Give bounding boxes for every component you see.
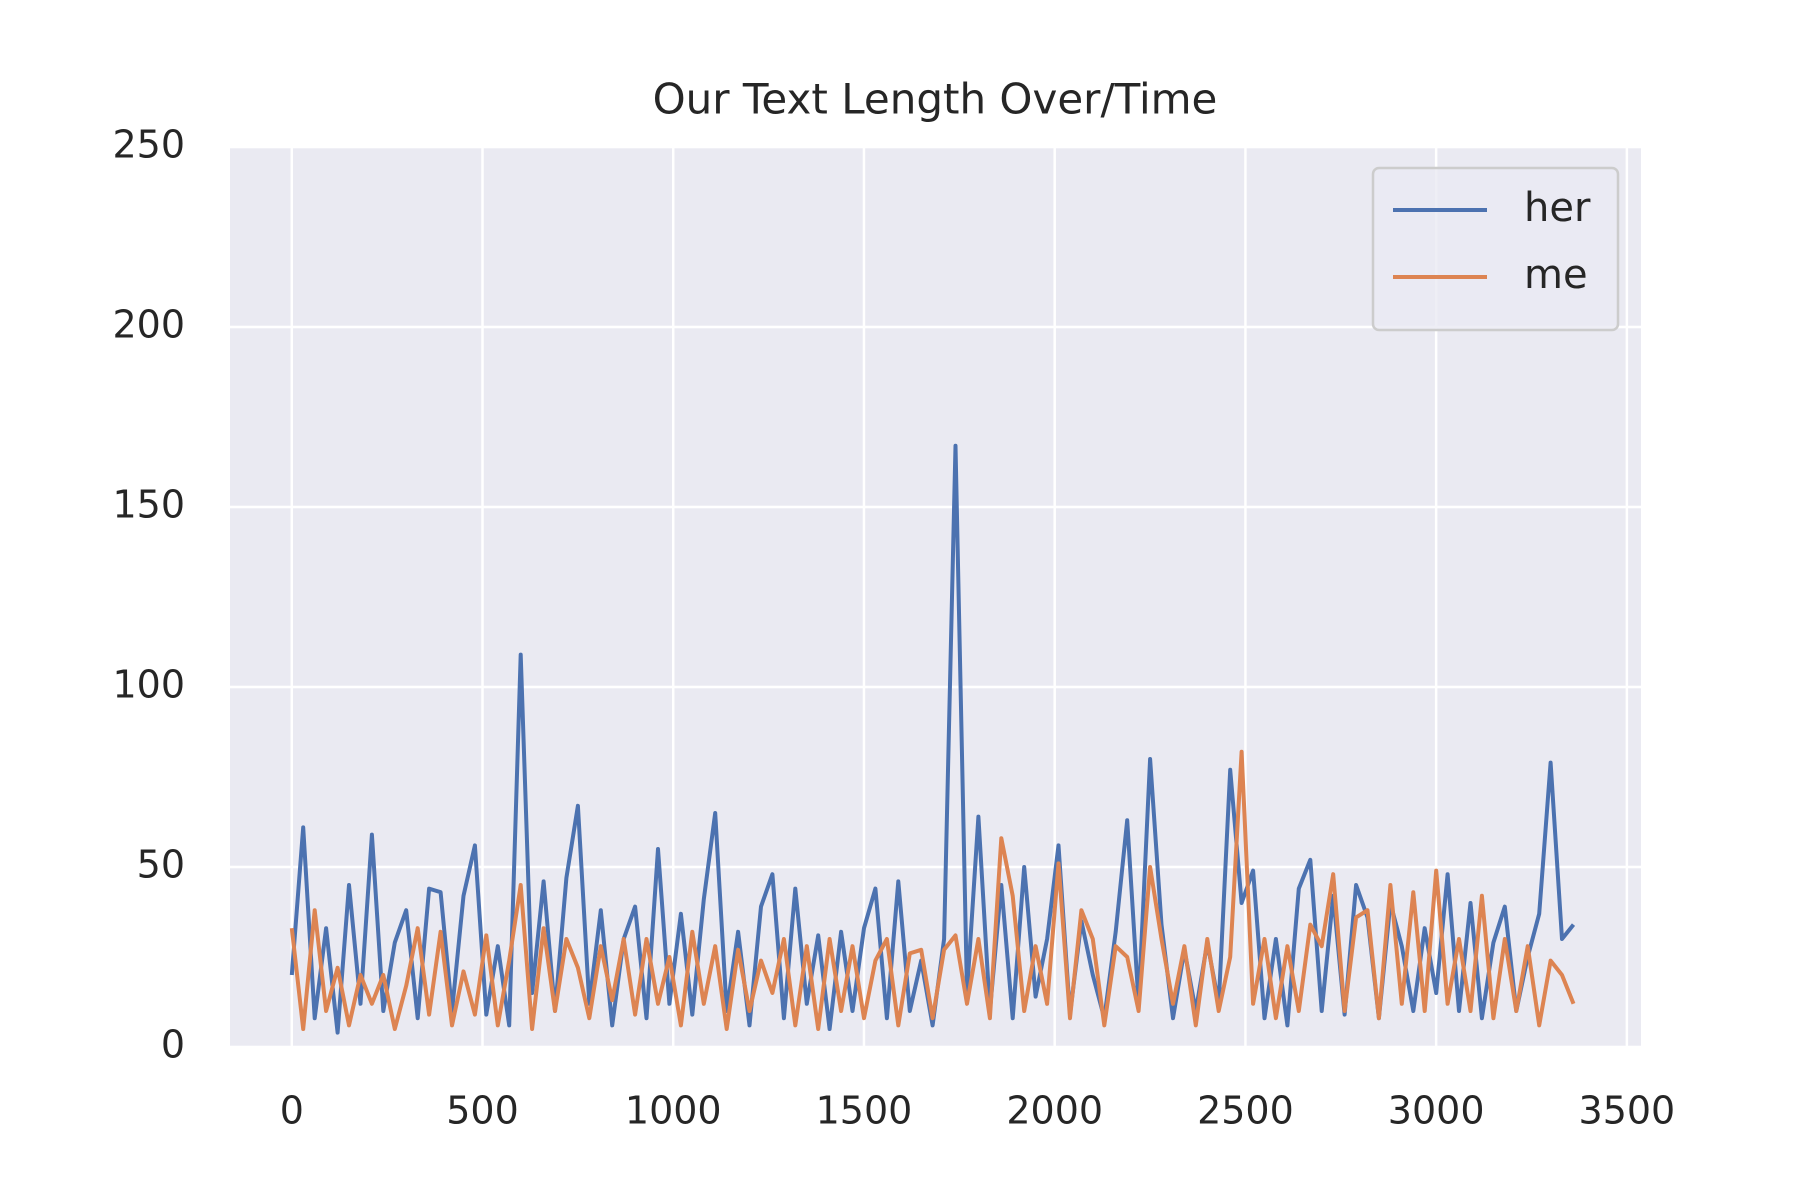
x-tick-label: 3500 [1579,1089,1676,1133]
y-tick-label: 0 [161,1023,185,1067]
y-tick-label: 200 [112,303,185,347]
y-tick-label: 250 [112,123,185,167]
chart-title: Our Text Length Over/Time [653,75,1218,124]
series-line [289,443,1576,1035]
y-tick-label: 100 [112,663,185,707]
x-tick-label: 2500 [1197,1089,1294,1133]
x-tick-label: 1500 [816,1089,913,1133]
series-line [289,749,1576,1031]
x-tick-label: 3000 [1388,1089,1485,1133]
y-tick-label: 150 [112,483,185,527]
legend-label: her [1524,185,1591,231]
x-tick-label: 2000 [1006,1089,1103,1133]
y-tick-label: 50 [137,843,185,887]
x-tick-label: 0 [280,1089,304,1133]
x-tick-label: 500 [446,1089,519,1133]
x-tick-label: 1000 [625,1089,722,1133]
legend-label: me [1524,252,1588,298]
